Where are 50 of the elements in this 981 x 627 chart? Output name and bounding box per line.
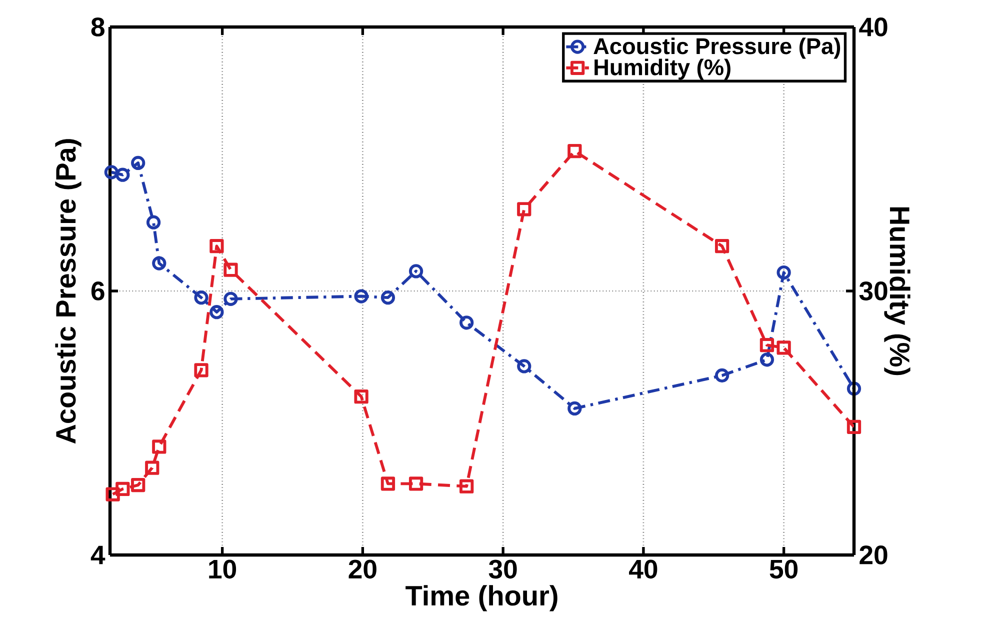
y-tick-label: 6 — [91, 282, 104, 300]
point — [131, 478, 146, 492]
y2-tick-label: 40 — [859, 18, 888, 36]
point — [104, 165, 118, 180]
point — [459, 316, 474, 330]
point — [224, 262, 238, 277]
x-tick-label: 30 — [488, 560, 517, 579]
y2-tick-label: 20 — [860, 546, 888, 564]
x-tick-label: 10 — [209, 560, 236, 579]
point — [106, 487, 120, 502]
point — [224, 292, 238, 306]
point — [380, 290, 396, 305]
x-tick-label: 50 — [770, 560, 798, 579]
point — [846, 382, 862, 396]
point — [776, 340, 791, 355]
point — [408, 476, 424, 491]
point — [131, 156, 146, 170]
point — [210, 239, 224, 254]
point — [776, 265, 791, 280]
point — [517, 359, 532, 374]
point — [116, 168, 130, 182]
point — [354, 390, 368, 404]
x-tick-label: 20 — [348, 560, 376, 579]
point — [146, 215, 161, 230]
point — [459, 479, 474, 494]
point — [152, 440, 166, 454]
point — [760, 352, 774, 367]
y-axis-title: Acoustic Pressure (Pa) — [55, 139, 82, 444]
point — [568, 401, 582, 416]
point — [116, 482, 130, 496]
point — [760, 338, 774, 352]
point — [145, 460, 160, 475]
point — [714, 239, 730, 254]
point — [408, 264, 424, 278]
point — [210, 305, 224, 320]
legend-label: Humidity (%) — [594, 58, 730, 80]
point — [380, 476, 396, 491]
x-axis-title: Time (hour) — [406, 585, 558, 612]
point — [714, 368, 730, 383]
point — [152, 256, 166, 270]
point — [194, 290, 208, 305]
point — [194, 363, 208, 378]
point — [846, 420, 862, 434]
y-tick-label: 8 — [91, 18, 104, 36]
point — [568, 144, 582, 158]
point — [354, 289, 368, 304]
point — [517, 202, 532, 216]
legend-label: Acoustic Pressure (Pa) — [594, 38, 840, 59]
y-tick-label: 4 — [90, 546, 106, 564]
x-tick-label: 40 — [629, 560, 658, 579]
